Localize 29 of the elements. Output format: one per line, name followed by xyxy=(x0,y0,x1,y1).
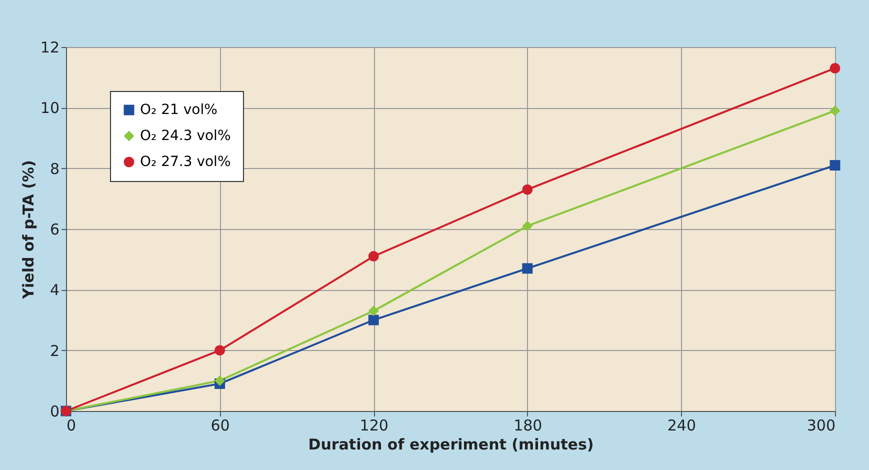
point xyxy=(830,105,840,116)
x-tick-label: 300 xyxy=(806,416,836,434)
point xyxy=(522,220,533,232)
point xyxy=(368,251,379,262)
x-tick-label: 0 xyxy=(66,416,76,434)
y-tick-label: 12 xyxy=(40,38,60,56)
x-tick-label: 120 xyxy=(360,416,388,434)
point xyxy=(522,263,533,274)
legend-label: O₂ 24.3 vol% xyxy=(140,128,231,144)
y-tick-label: 10 xyxy=(40,99,60,118)
y-axis-title: Yield of p-TA (%) xyxy=(19,160,38,300)
legend-label: O₂ 21 vol% xyxy=(140,102,218,118)
x-tick-label: 60 xyxy=(210,416,230,434)
y-tick-label: 2 xyxy=(50,342,60,360)
point xyxy=(522,184,533,195)
point xyxy=(368,314,379,326)
point xyxy=(830,63,840,74)
y-tick-label: 8 xyxy=(50,160,60,178)
point xyxy=(214,375,226,386)
y-tick-label: 0 xyxy=(50,402,60,420)
point xyxy=(214,345,226,356)
legend-label: O₂ 27.3 vol% xyxy=(140,154,231,170)
y-tick-label: 6 xyxy=(50,220,60,238)
x-tick-label: 180 xyxy=(514,416,542,434)
x-axis-title: Duration of experiment (minutes) xyxy=(308,436,594,454)
y-tick-label: 4 xyxy=(50,281,60,300)
x-tick-label: 240 xyxy=(667,416,696,434)
point xyxy=(830,160,840,171)
point xyxy=(368,306,379,316)
